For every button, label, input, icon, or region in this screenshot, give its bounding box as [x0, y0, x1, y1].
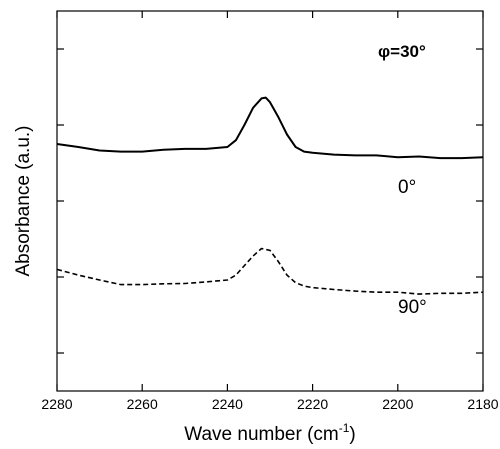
- tick-layer: 2280 2260 2240 2220 2200 2180: [41, 11, 499, 412]
- x-axis-title-main: Wave number (cm: [184, 424, 339, 445]
- x-tick-label: 2240: [212, 396, 243, 412]
- x-tick-label: 2260: [127, 396, 158, 412]
- annotation-0-degree: 0°: [398, 177, 416, 198]
- x-axis-title-close: ): [349, 424, 355, 445]
- series-layer: [56, 96, 484, 295]
- series-line-0-degree: [56, 96, 484, 160]
- series-line-90-degree: [56, 247, 484, 295]
- x-tick-label: 2220: [297, 396, 328, 412]
- x-axis-title-superscript: -1: [339, 421, 350, 435]
- y-axis-title: Absorbance (a.u.): [13, 125, 34, 276]
- annotation-90-degree: 90°: [398, 297, 427, 318]
- x-tick-label: 2180: [467, 396, 498, 412]
- x-axis-title: Wave number (cm-1): [184, 421, 356, 445]
- plot-frame: [56, 10, 484, 392]
- x-tick-label: 2280: [41, 396, 72, 412]
- annotation-phi: φ=30°: [378, 42, 426, 61]
- x-tick-label: 2200: [382, 396, 413, 412]
